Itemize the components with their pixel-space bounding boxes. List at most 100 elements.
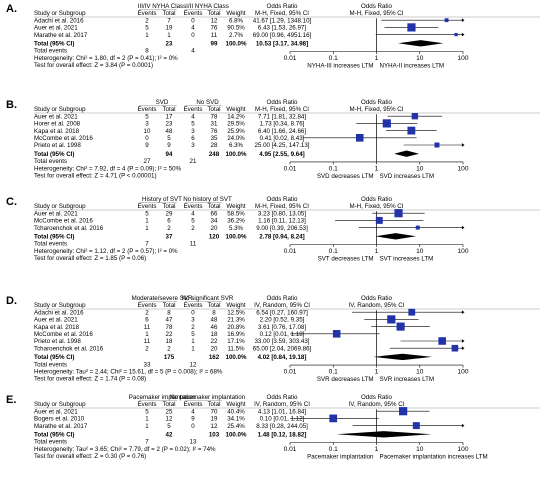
total-label: Total (95% CI)	[34, 41, 74, 48]
study-or-ci: 6.54 [0.27, 160.97]	[256, 309, 308, 316]
study-events2: 0	[191, 17, 195, 24]
plot-method-header: IV, Random, 95% CI	[349, 401, 405, 408]
overall-effect-text: Test for overall effect: Z = 1.74 (P = 0…	[34, 376, 146, 383]
total-n1: 42	[166, 432, 173, 439]
study-events2: 2	[191, 225, 195, 232]
col-header-events1: Events	[138, 106, 157, 113]
total-label: Total (95% CI)	[34, 432, 74, 439]
study-square	[451, 344, 459, 352]
col-header-total2: Total	[207, 10, 220, 17]
study-square	[396, 322, 405, 331]
study-square	[329, 414, 338, 423]
x-axis-tick-label: 1	[375, 369, 379, 376]
x-axis-tick-label: 1	[375, 446, 379, 453]
right-direction-label: SVT increases LTM	[380, 256, 434, 263]
ci-arrow-right	[461, 32, 465, 37]
study-total1: 9	[167, 142, 171, 149]
total-events2: 13	[190, 439, 197, 446]
study-name: McCombe et al. 2016	[34, 331, 93, 338]
x-axis-tick-label: 0.01	[284, 446, 297, 453]
effect-header: Odds Ratio	[267, 99, 299, 106]
col-header-total1: Total	[162, 302, 175, 309]
study-name: Marathe et al. 2017	[34, 423, 88, 430]
study-square	[454, 32, 458, 37]
total-n2: 162	[209, 354, 220, 361]
ci-arrow-right	[461, 310, 465, 315]
study-square	[375, 216, 383, 224]
study-name: Tcharoenchok et al. 2016	[34, 345, 104, 352]
heterogeneity-text: Heterogeneity: Tau² = 2.44; Chi² = 15.61…	[34, 369, 223, 376]
study-square	[444, 18, 449, 23]
effect-header: Odds Ratio	[267, 295, 299, 302]
study-name: Auer et al. 2021	[34, 113, 78, 120]
x-axis-tick-label: 10	[416, 165, 424, 172]
study-name: Auer et al. 2021	[34, 210, 78, 217]
effect-method-header: M-H, Fixed, 95% CI	[255, 106, 309, 113]
study-events2: 1	[191, 345, 195, 352]
study-events2: 3	[191, 142, 195, 149]
x-axis-tick-label: 0.1	[329, 55, 338, 62]
study-total1: 25	[166, 408, 173, 415]
study-events2: 0	[191, 32, 195, 39]
study-square	[394, 209, 403, 218]
study-events1: 1	[145, 331, 149, 338]
group1-header: History of SVT	[142, 196, 182, 203]
col-header-total1: Total	[162, 106, 175, 113]
study-total1: 2	[167, 345, 171, 352]
x-axis-tick-label: 1	[375, 248, 379, 255]
plot-effect-header: Odds Ratio	[361, 3, 393, 10]
study-square	[407, 126, 416, 135]
study-weight: 34.1%	[227, 416, 245, 423]
study-weight: 6.3%	[229, 142, 244, 149]
x-axis-tick-label: 0.01	[284, 165, 297, 172]
study-name: Prieto et al. 1998	[34, 338, 81, 345]
study-total1: 6	[167, 218, 171, 225]
study-events1: 10	[144, 128, 151, 135]
study-events1: 2	[145, 17, 149, 24]
total-n2: 103	[209, 432, 220, 439]
effect-method-header: M-H, Fixed, 95% CI	[255, 10, 309, 17]
right-direction-label: SVD increases LTM	[380, 173, 435, 180]
study-square	[355, 133, 364, 142]
study-total2: 46	[211, 324, 218, 331]
ci-arrow-right	[461, 225, 465, 230]
col-header-weight: Weight	[226, 106, 245, 113]
study-events2: 5	[191, 121, 195, 128]
study-total1: 19	[166, 25, 173, 32]
study-or-ci: 1.16 [0.11, 12.13]	[258, 218, 306, 225]
study-name: Bogers et al. 2010	[34, 416, 85, 423]
study-square	[407, 23, 416, 32]
col-header-study: Study or Subgroup	[34, 106, 86, 113]
right-direction-label: Pacemaker implantation increases LTM	[380, 454, 488, 461]
group2-header: I/II NYHA Class	[186, 3, 229, 10]
left-direction-label: SVR decreases LTM	[317, 376, 374, 383]
pooled-diamond	[336, 431, 432, 438]
study-name: Marathe et al. 2017	[34, 32, 88, 39]
x-axis-tick-label: 10	[416, 55, 424, 62]
study-total2: 22	[211, 338, 218, 345]
group1-header: SVD	[156, 99, 169, 106]
x-axis-tick-label: 1	[375, 165, 379, 172]
col-header-events2: Events	[184, 106, 203, 113]
pooled-diamond	[394, 150, 420, 157]
study-or-ci: 3.61 [0.76, 17.08]	[258, 324, 306, 331]
total-events-label: Total events	[34, 158, 67, 165]
group1-header: III/IV NYHA Class	[138, 3, 186, 10]
total-events2: 21	[190, 158, 197, 165]
study-square	[387, 315, 396, 324]
x-axis-tick-label: 100	[457, 248, 468, 255]
study-total1: 7	[167, 17, 171, 24]
total-events2: 12	[190, 361, 197, 368]
study-or-ci: 7.71 [1.81, 32.84]	[258, 113, 306, 120]
study-weight: 29.5%	[227, 121, 245, 128]
study-total2: 20	[211, 345, 218, 352]
study-events2: 4	[191, 113, 195, 120]
study-or-ci: 8.33 [0.28, 244.05]	[256, 423, 308, 430]
study-events1: 9	[145, 142, 149, 149]
total-n2: 248	[209, 151, 220, 158]
study-weight: 14.2%	[227, 113, 245, 120]
study-events1: 1	[145, 32, 149, 39]
study-total1: 5	[167, 135, 171, 142]
study-name: Horer et al. 2008	[34, 121, 81, 128]
